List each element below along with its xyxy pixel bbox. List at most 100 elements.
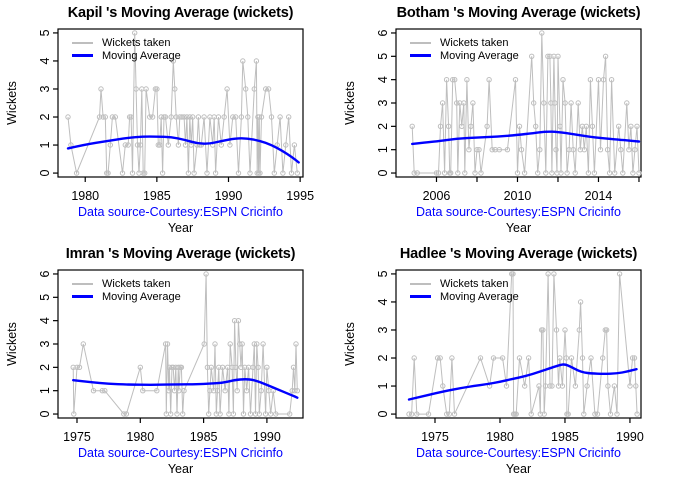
wickets-point-marker — [553, 327, 560, 333]
legend-label-moving-average: Moving Average — [102, 49, 181, 62]
wickets-point-marker — [250, 364, 256, 371]
wickets-point-marker — [510, 271, 516, 277]
wickets-point-marker — [255, 364, 261, 371]
wickets-point-marker — [182, 142, 189, 148]
wickets-point-marker — [446, 411, 453, 417]
wickets-point-marker — [65, 114, 71, 120]
gray-line-swatch-icon — [410, 282, 431, 285]
wickets-point-marker — [584, 383, 590, 389]
wickets-point-marker — [454, 100, 460, 106]
legend-label-wickets-taken: Wickets taken — [440, 36, 509, 49]
wickets-point-marker — [231, 318, 238, 324]
legend-item-wickets: Wickets taken — [72, 277, 181, 290]
wickets-point-marker — [166, 388, 172, 394]
wickets-point-marker — [521, 170, 528, 176]
wickets-point-marker — [287, 411, 293, 417]
data-source-caption: Data source-Courtesy:ESPN Cricinfo — [78, 205, 283, 219]
wickets-point-marker — [589, 123, 596, 130]
wickets-point-marker — [271, 170, 277, 176]
legend-label-moving-average: Moving Average — [440, 49, 519, 62]
wickets-point-marker — [444, 411, 450, 417]
wickets-point-marker — [437, 355, 443, 361]
wickets-point-marker — [543, 170, 549, 176]
wickets-point-marker — [531, 100, 537, 106]
wickets-point-marker — [201, 341, 207, 347]
y-tick-label: 2 — [38, 364, 52, 371]
x-tick-label: 1985 — [143, 189, 171, 203]
wickets-point-marker — [203, 271, 209, 277]
x-tick-label: 1985 — [190, 430, 218, 444]
chart-title-imran: Imran 's Moving Average (wickets) — [65, 246, 296, 262]
wickets-point-marker — [227, 142, 233, 148]
wickets-point-marker — [545, 53, 551, 59]
wickets-point-marker — [280, 170, 286, 176]
wickets-point-marker — [159, 170, 166, 176]
plot-box — [57, 28, 304, 178]
x-tick-label: 1980 — [71, 189, 99, 203]
wickets-point-marker — [452, 77, 458, 83]
wickets-point-marker — [577, 299, 584, 305]
y-tick-label: 5 — [376, 53, 390, 60]
wickets-point-marker — [476, 147, 482, 153]
wickets-point-marker — [212, 341, 218, 347]
wickets-point-marker — [565, 411, 571, 417]
wickets-point-marker — [529, 53, 535, 59]
y-tick-label: 1 — [376, 383, 390, 390]
wickets-point-marker — [265, 86, 272, 92]
plot-box — [395, 269, 642, 419]
wickets-point-marker — [628, 123, 634, 130]
wickets-point-marker — [602, 53, 609, 59]
wickets-point-marker — [560, 77, 566, 83]
panel-imran: Imran 's Moving Average (wickets) Wicket… — [0, 241, 338, 482]
wickets-point-marker — [559, 383, 566, 389]
wickets-point-marker — [243, 86, 249, 92]
x-tick-label: 2014 — [585, 189, 613, 203]
wickets-point-marker — [283, 142, 289, 148]
wickets-point-marker — [70, 364, 76, 371]
wickets-point-marker — [627, 383, 633, 389]
wickets-point-marker — [472, 170, 478, 176]
legend-label-wickets-taken: Wickets taken — [102, 36, 171, 49]
wickets-point-marker — [237, 341, 243, 347]
y-tick-label: 0 — [376, 411, 390, 418]
wickets-point-marker — [219, 364, 226, 371]
gray-line-swatch-icon — [410, 41, 431, 44]
wickets-point-marker — [211, 388, 217, 394]
wickets-point-marker — [185, 170, 192, 176]
wickets-point-marker — [230, 114, 236, 120]
y-tick-label: 4 — [38, 57, 52, 64]
wickets-point-marker — [443, 77, 450, 83]
wickets-point-marker — [119, 170, 126, 176]
plot-area-hadlee: 1975 1980 1985 1990 0 1 2 3 4 5 — [376, 269, 644, 444]
wickets-point-marker — [581, 411, 587, 417]
blue-line-swatch-icon — [72, 54, 93, 57]
wickets-point-marker — [121, 411, 127, 417]
wickets-point-marker — [449, 355, 455, 361]
wickets-point-marker — [195, 114, 202, 120]
wickets-point-marker — [406, 411, 412, 417]
wickets-point-marker — [484, 123, 490, 130]
wickets-point-marker — [605, 383, 611, 389]
moving-average-line — [72, 378, 299, 399]
wickets-point-marker — [137, 364, 144, 371]
wickets-point-marker — [233, 364, 239, 371]
wickets-point-marker — [564, 170, 570, 176]
wickets-point-marker — [251, 341, 258, 347]
wickets-point-marker — [461, 100, 467, 106]
wickets-point-marker — [164, 341, 171, 347]
wickets-point-marker — [537, 411, 544, 417]
legend-label-wickets-taken: Wickets taken — [440, 277, 509, 290]
wickets-point-marker — [230, 411, 237, 417]
wickets-point-marker — [575, 100, 581, 106]
wickets-point-marker — [96, 114, 103, 120]
wickets-point-marker — [206, 411, 212, 417]
legend-item-wickets: Wickets taken — [72, 36, 181, 49]
legend-item-moving-average: Moving Average — [410, 49, 519, 62]
wickets-series-line — [411, 32, 640, 174]
wickets-point-marker — [603, 327, 610, 333]
wickets-point-marker — [570, 147, 576, 153]
wickets-point-marker — [587, 77, 594, 83]
wickets-point-marker — [541, 411, 547, 417]
wickets-point-marker — [133, 86, 139, 92]
legend: Wickets taken Moving Average — [410, 277, 519, 303]
